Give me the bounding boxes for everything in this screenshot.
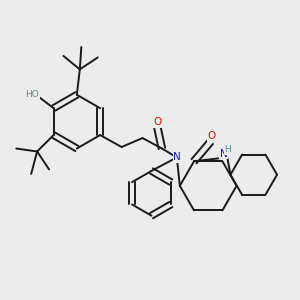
Text: O: O (153, 117, 162, 127)
Text: N: N (220, 149, 227, 159)
Text: N: N (173, 152, 181, 162)
Text: HO: HO (26, 90, 39, 99)
Text: O: O (208, 131, 216, 142)
Text: H: H (224, 146, 231, 154)
